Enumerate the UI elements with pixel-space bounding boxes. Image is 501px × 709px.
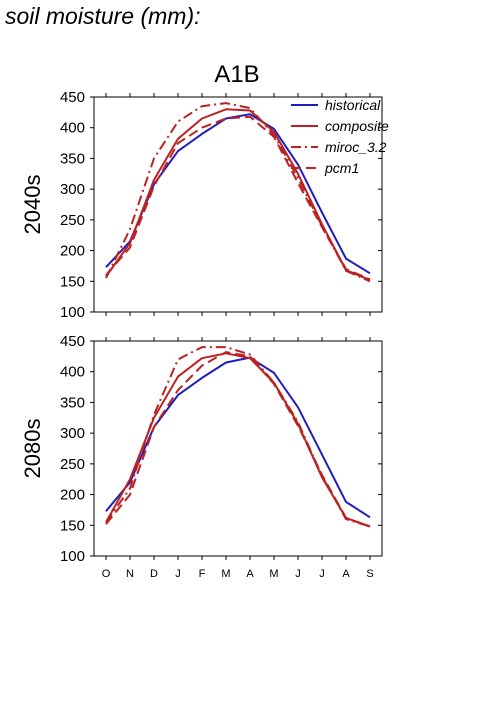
series-line-composite: [105, 108, 371, 282]
y-tick-label: 250: [60, 212, 85, 229]
row-label-2: 2080s: [20, 419, 45, 479]
legend-label: pcm1: [324, 160, 359, 176]
x-tick-label: M: [221, 568, 230, 580]
x-tick-label: J: [175, 568, 181, 580]
y-tick-label: 100: [60, 304, 85, 321]
x-tick-label: D: [150, 568, 158, 580]
y-tick-label: 100: [60, 548, 85, 565]
y-tick-label: 450: [60, 89, 85, 106]
y-tick-label: 150: [60, 517, 85, 534]
legend-label: historical: [325, 97, 381, 113]
x-tick-label: A: [342, 568, 350, 580]
series-line-pcm1: [105, 115, 371, 281]
x-tick-label: O: [102, 568, 111, 580]
page-header: soil moisture (mm):: [5, 3, 201, 29]
x-tick-label: M: [269, 568, 278, 580]
y-tick-label: 150: [60, 273, 85, 290]
x-tick-label: S: [366, 568, 373, 580]
series-line-miroc-3-2: [105, 346, 371, 528]
y-tick-label: 400: [60, 120, 85, 137]
y-tick-label: 350: [60, 394, 85, 411]
y-tick-label: 450: [60, 333, 85, 350]
plot-frame-1: [93, 96, 383, 313]
y-tick-label: 200: [60, 487, 85, 504]
x-tick-label: A: [246, 568, 254, 580]
y-tick-label: 300: [60, 425, 85, 442]
x-tick-label: J: [295, 568, 301, 580]
y-tick-label: 350: [60, 150, 85, 167]
legend-label: composite: [325, 118, 389, 134]
plot-frame-2: [93, 340, 383, 557]
x-tick-label: F: [199, 568, 206, 580]
series-line-composite: [105, 352, 371, 528]
y-tick-label: 300: [60, 181, 85, 198]
y-tick-label: 200: [60, 243, 85, 260]
chart-title: A1B: [214, 61, 259, 88]
x-tick-label: N: [126, 568, 134, 580]
row-label-1: 2040s: [20, 175, 45, 235]
y-tick-label: 400: [60, 364, 85, 381]
series-line-pcm1: [105, 351, 371, 528]
x-tick-label: J: [319, 568, 325, 580]
y-tick-label: 250: [60, 456, 85, 473]
legend-label: miroc_3.2: [325, 139, 387, 155]
